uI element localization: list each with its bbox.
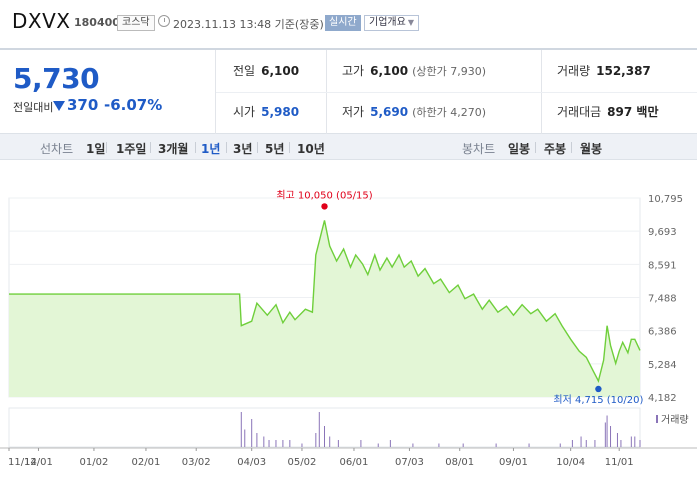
- current-price-box: 5,730 전일대비 370 -6.07%: [0, 50, 216, 134]
- low-marker: [595, 385, 602, 393]
- y-tick-label: 5,284: [648, 360, 677, 371]
- x-tick-label: 11/01: [605, 457, 634, 468]
- ticker-symbol: DXVX: [12, 9, 71, 33]
- y-tick-label: 8,591: [648, 260, 677, 271]
- period-3m[interactable]: 3개월: [158, 142, 189, 156]
- x-tick-label: 01/02: [80, 457, 109, 468]
- y-tick-label: 9,693: [648, 227, 677, 238]
- y-tick-label: 7,488: [648, 294, 677, 305]
- candle-chart-label: 봉차트: [462, 142, 496, 156]
- realtime-button[interactable]: 실시간: [325, 15, 361, 31]
- y-tick-label: 10,795: [648, 194, 683, 205]
- volume-legend-label: 거래량: [661, 414, 689, 426]
- divider: [195, 142, 196, 153]
- quote-datetime: 2023.11.13 13:48 기준(장중): [173, 18, 324, 31]
- period-1d[interactable]: 1일: [86, 142, 106, 156]
- price-diff: 370: [67, 96, 99, 114]
- high-label: 고가: [342, 64, 365, 78]
- low-value: 5,690: [370, 105, 409, 119]
- price-panel: 5,730 전일대비 370 -6.07% 전일 6,100 시가 5,980 고가…: [0, 48, 697, 134]
- high-marker: [321, 203, 328, 210]
- divider: [535, 142, 536, 153]
- period-10y[interactable]: 10년: [297, 142, 325, 156]
- x-tick-label: 04/03: [237, 457, 266, 468]
- open-stat: 시가 5,980: [233, 103, 299, 120]
- divider: [226, 142, 227, 153]
- stock-header: DXVX 180400 코스닥 2023.11.13 13:48 기준(장중) …: [0, 0, 697, 48]
- company-overview-label: 기업개요: [369, 17, 406, 28]
- x-tick-label: 03/02: [182, 457, 211, 468]
- x-tick-label: 07/03: [395, 457, 424, 468]
- period-1y[interactable]: 1년: [201, 142, 221, 156]
- volume-stat: 거래량 152,387: [557, 62, 651, 79]
- x-tick-label: 12/01: [24, 457, 53, 468]
- high-value: 6,100: [370, 64, 409, 78]
- price-chart[interactable]: 10,795 9,693 8,591 7,488 6,386 5,284 4,182 최고 1…: [0, 160, 697, 481]
- diff-label: 전일대비: [13, 101, 54, 114]
- open-label: 시가: [233, 105, 256, 119]
- upper-limit: (상한가 7,930): [412, 65, 486, 78]
- x-tick-label: 09/01: [499, 457, 528, 468]
- volume-legend-swatch: [656, 415, 658, 423]
- candle-weekly[interactable]: 주봉: [544, 142, 567, 156]
- open-value: 5,980: [261, 105, 300, 119]
- candle-monthly[interactable]: 월봉: [580, 142, 603, 156]
- x-tick-label: 08/01: [445, 457, 474, 468]
- price-area: [9, 220, 640, 397]
- divider: [216, 92, 697, 93]
- lower-limit: (하한가 4,270): [412, 106, 486, 119]
- period-bar: 선차트 1일 1주일 3개월 1년 3년 5년 10년 봉차트 일봉 주봉 월봉: [0, 134, 697, 160]
- high-label: 최고 10,050 (05/15): [276, 189, 372, 201]
- prev-close-value: 6,100: [261, 64, 300, 78]
- period-5y[interactable]: 5년: [265, 142, 285, 156]
- current-price: 5,730: [13, 62, 100, 95]
- x-tick-label: 06/01: [340, 457, 369, 468]
- low-label: 저가: [342, 105, 365, 119]
- divider: [106, 142, 107, 153]
- company-overview-dropdown[interactable]: 기업개요 ▼: [364, 15, 419, 31]
- amount-label: 거래대금: [557, 105, 602, 119]
- prev-close-label: 전일: [233, 64, 256, 78]
- divider: [257, 142, 258, 153]
- x-tick-label: 05/02: [288, 457, 317, 468]
- volume-label: 거래량: [557, 64, 591, 78]
- period-1w[interactable]: 1주일: [116, 142, 147, 156]
- price-rate: -6.07%: [104, 96, 163, 114]
- candle-daily[interactable]: 일봉: [508, 142, 531, 156]
- divider: [150, 142, 151, 153]
- x-tick-label: 10/04: [556, 457, 585, 468]
- amount-value: 897 백만: [607, 105, 659, 119]
- low-stat: 저가 5,690 (하한가 4,270): [342, 103, 486, 120]
- down-arrow-icon: [53, 101, 65, 111]
- low-label: 최저 4,715 (10/20): [553, 394, 643, 406]
- stock-code: 180400: [74, 16, 120, 29]
- divider: [289, 142, 290, 153]
- x-tick-label: 02/01: [132, 457, 161, 468]
- high-stat: 고가 6,100 (상한가 7,930): [342, 62, 486, 79]
- y-tick-label: 6,386: [648, 327, 677, 338]
- clock-icon: [158, 15, 170, 27]
- amount-stat: 거래대금 897 백만: [557, 103, 658, 120]
- chevron-down-icon: ▼: [407, 18, 414, 27]
- market-badge: 코스닥: [117, 15, 155, 31]
- period-3y[interactable]: 3년: [233, 142, 253, 156]
- prev-close-stat: 전일 6,100: [233, 62, 299, 79]
- divider: [571, 142, 572, 153]
- price-line: [9, 220, 641, 383]
- line-chart-label: 선차트: [40, 142, 74, 156]
- x-tick-label: 11/14: [8, 457, 37, 468]
- volume-value: 152,387: [596, 64, 651, 78]
- y-tick-label: 4,182: [648, 393, 677, 404]
